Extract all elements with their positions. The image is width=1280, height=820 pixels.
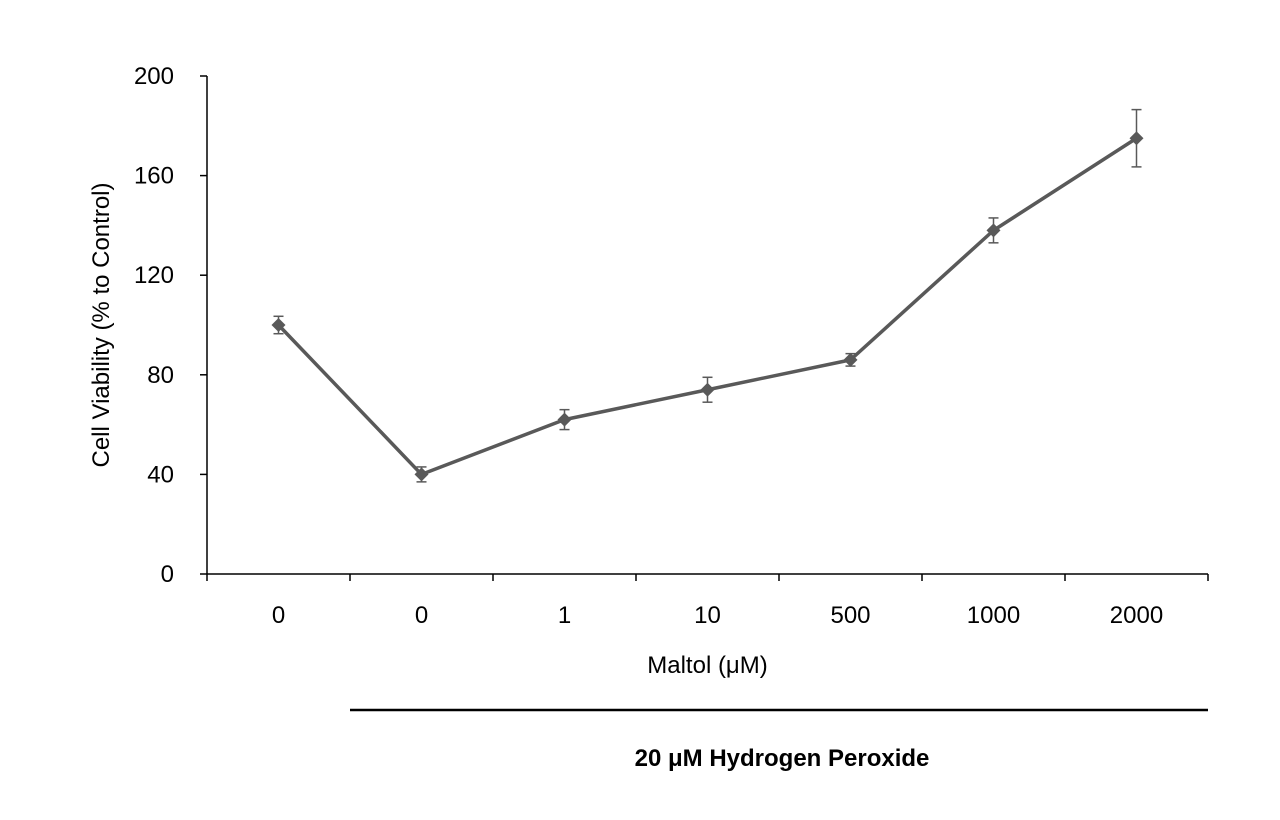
y-tick-label: 80: [147, 362, 174, 389]
axes: [206, 76, 1208, 575]
data-point: [557, 412, 572, 427]
y-tick-label: 160: [134, 163, 174, 190]
x-tick-label: 10: [694, 602, 721, 629]
data-point: [843, 352, 858, 367]
data-point: [986, 223, 1001, 238]
x-tick-label: 2000: [1110, 602, 1163, 629]
y-tick-label: 120: [134, 262, 174, 289]
series-line: [277, 136, 1138, 477]
y-ticks: 0 40 80 120 160 200: [134, 63, 207, 588]
x-tick-label: 1000: [967, 602, 1020, 629]
x-tick-label: 500: [830, 602, 870, 629]
x-axis-title: Maltol (μM): [647, 652, 768, 679]
data-point: [700, 382, 715, 397]
data-points: [271, 131, 1144, 482]
y-axis-title: Cell Viability (% to Control): [88, 183, 115, 468]
data-point: [271, 318, 286, 332]
error-bars: [273, 108, 1142, 483]
data-point: [414, 467, 429, 482]
y-tick-label: 0: [161, 561, 174, 588]
data-point: [1129, 131, 1144, 146]
x-tick-label: 0: [272, 602, 285, 629]
x-ticks: 0 0 1 10 500 1000 2000: [206, 574, 1209, 629]
x-tick-label: 1: [558, 602, 571, 629]
hydrogen-peroxide-label: 20 μM Hydrogen Peroxide: [635, 745, 930, 772]
y-tick-label: 40: [147, 461, 174, 488]
y-tick-label: 200: [134, 63, 174, 90]
x-tick-label: 0: [415, 602, 428, 629]
